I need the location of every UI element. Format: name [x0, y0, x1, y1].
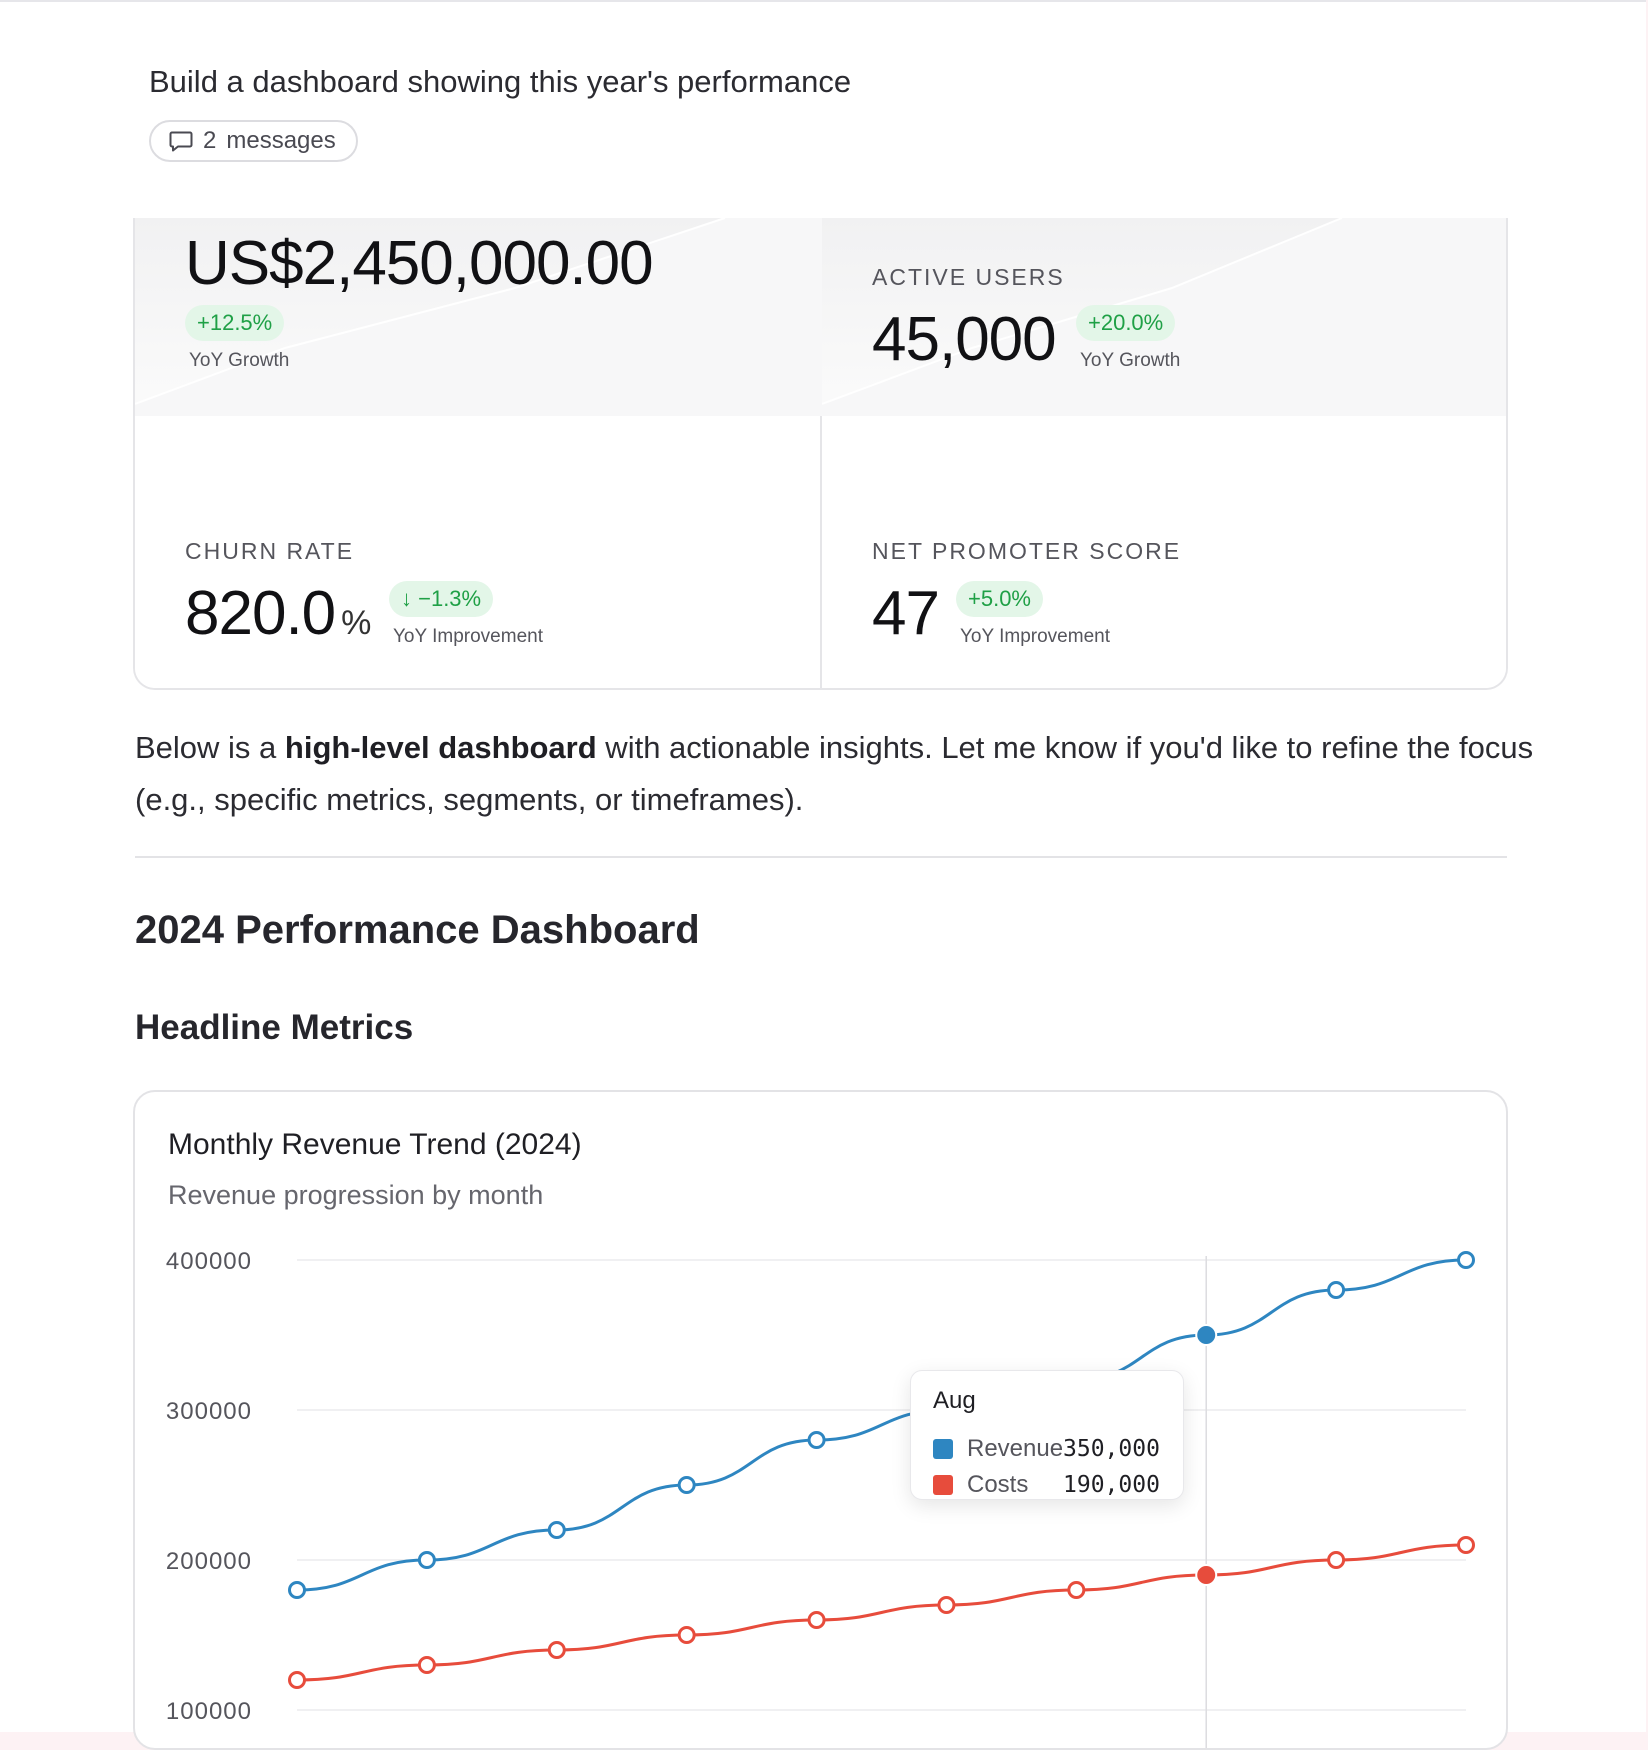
costs-point	[677, 1626, 696, 1644]
tooltip-title: Aug	[933, 1387, 976, 1414]
churn-label: CHURN RATE	[185, 538, 355, 564]
revenue-point	[1457, 1251, 1475, 1269]
active-users-sub-label: YoY Growth	[1080, 350, 1181, 371]
churn-change-badge: ↓ −1.3%	[389, 581, 494, 617]
revenue-point	[1327, 1281, 1346, 1299]
costs-series-line	[296, 1543, 1467, 1682]
costs-point	[1067, 1581, 1086, 1599]
active-users-change-badge: +20.0%	[1076, 305, 1176, 341]
summary-paragraph: Below is a high-level dashboard with act…	[135, 722, 1535, 826]
revenue-point	[547, 1521, 566, 1539]
churn-unit: %	[341, 604, 372, 642]
y-tick-label: 300000	[166, 1398, 252, 1425]
chart-title: Monthly Revenue Trend (2024)	[168, 1128, 582, 1161]
revenue-point	[288, 1581, 306, 1599]
messages-label: messages	[226, 127, 336, 154]
costs-point	[937, 1596, 956, 1614]
active-users-label: ACTIVE USERS	[872, 264, 1065, 290]
costs-swatch	[933, 1475, 953, 1495]
y-tick-label: 100000	[166, 1698, 252, 1725]
revenue-series-line	[296, 1258, 1467, 1592]
nps-change-badge: +5.0%	[956, 581, 1043, 617]
revenue-chart-card: Monthly Revenue Trend (2024) Revenue pro…	[133, 1090, 1508, 1750]
churn-number: 820.0	[185, 579, 336, 648]
revenue-change-badge: +12.5%	[185, 305, 285, 341]
revenue-point	[807, 1431, 826, 1449]
churn-value: 820.0%	[185, 578, 371, 649]
nps-metric-card: NET PROMOTER SCORE 47 +5.0% YoY Improvem…	[822, 416, 1506, 688]
costs-point	[417, 1656, 436, 1674]
revenue-swatch	[933, 1439, 953, 1459]
nps-sub-label: YoY Improvement	[960, 626, 1110, 647]
tooltip-costs-value: 190,000	[1063, 1472, 1160, 1498]
chart-subtitle: Revenue progression by month	[168, 1180, 544, 1210]
metrics-grid: US$2,450,000.00 +12.5% YoY Growth ACTIVE…	[133, 218, 1508, 690]
nps-value: 47	[872, 579, 940, 648]
tooltip-revenue-name: Revenue	[967, 1435, 1064, 1462]
revenue-line-chart[interactable]: 400000 300000 200000 100000	[135, 1092, 1508, 1748]
chat-bubble-icon	[169, 131, 193, 152]
active-users-metric-card: ACTIVE USERS 45,000 +20.0% YoY Growth	[822, 218, 1506, 416]
revenue-value: US$2,450,000.00	[185, 229, 654, 298]
churn-metric-card: CHURN RATE 820.0% ↓ −1.3% YoY Improvemen…	[135, 416, 822, 688]
costs-point	[288, 1671, 306, 1689]
costs-point-active	[1195, 1564, 1218, 1586]
chart-tooltip: Aug Revenue 350,000 Costs 190,000	[910, 1370, 1184, 1500]
headline-metrics-heading: Headline Metrics	[135, 1008, 414, 1047]
y-tick-label: 200000	[166, 1548, 252, 1575]
churn-sub-label: YoY Improvement	[393, 626, 543, 647]
tooltip-row-costs: Costs 190,000	[933, 1471, 1160, 1499]
revenue-point	[677, 1476, 696, 1494]
messages-count: 2	[203, 127, 217, 154]
y-tick-label: 400000	[166, 1248, 252, 1275]
active-users-value: 45,000	[872, 305, 1057, 374]
prompt-title: Build a dashboard showing this year's pe…	[149, 64, 852, 99]
summary-suffix: with actionable insights. Let me know if…	[135, 730, 1534, 817]
revenue-point-active	[1195, 1324, 1218, 1346]
costs-point	[1457, 1536, 1475, 1554]
tooltip-row-revenue: Revenue 350,000	[933, 1435, 1160, 1463]
summary-bold: high-level dashboard	[284, 730, 597, 765]
summary-prefix: Below is a	[135, 730, 285, 765]
costs-point	[547, 1641, 566, 1659]
revenue-sub-label: YoY Growth	[189, 350, 290, 371]
divider	[135, 856, 1507, 858]
revenue-sparkline	[135, 218, 822, 416]
tooltip-costs-name: Costs	[967, 1471, 1029, 1498]
dashboard-heading: 2024 Performance Dashboard	[135, 908, 700, 952]
revenue-metric-card: US$2,450,000.00 +12.5% YoY Growth	[135, 218, 822, 416]
nps-label: NET PROMOTER SCORE	[872, 538, 1182, 564]
costs-point	[807, 1611, 826, 1629]
tooltip-revenue-value: 350,000	[1063, 1436, 1160, 1462]
costs-point	[1327, 1551, 1346, 1569]
revenue-point	[417, 1551, 436, 1569]
messages-button[interactable]: 2 messages	[149, 120, 358, 162]
